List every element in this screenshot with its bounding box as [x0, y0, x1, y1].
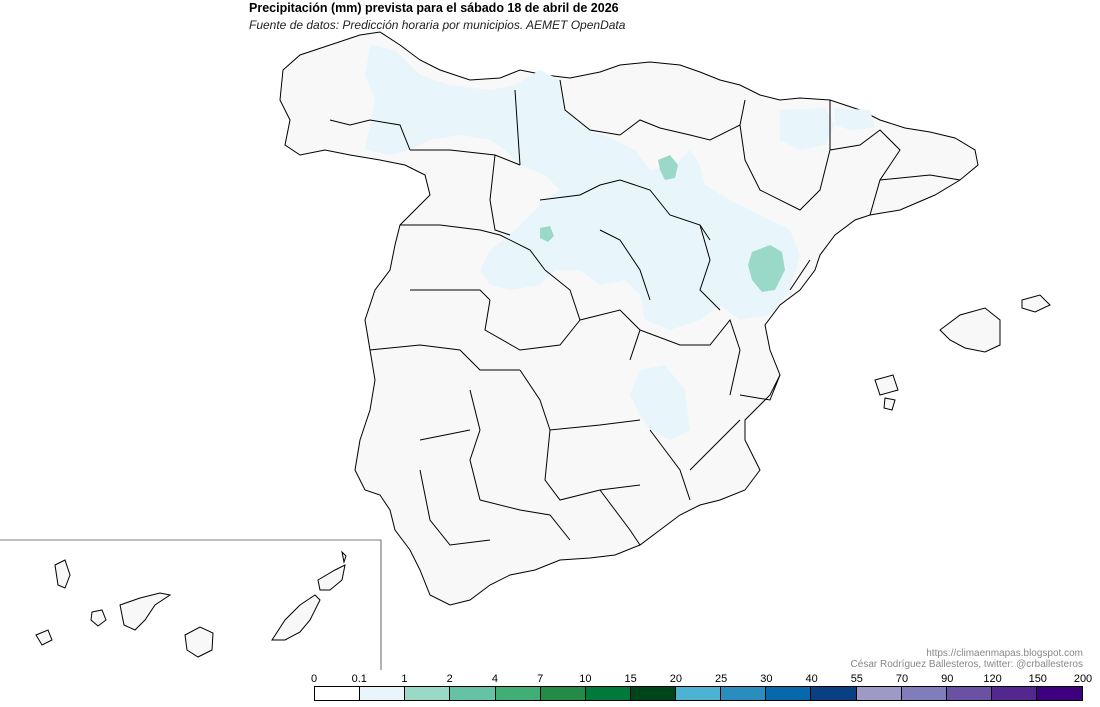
legend-swatches [314, 686, 1083, 701]
legend-tick-label: 4 [491, 673, 498, 685]
legend-tick-label: 10 [579, 673, 592, 685]
legend-tick-label: 40 [805, 673, 818, 685]
precipitation-legend: 0 0.1 1 2 4 7 10 15 20 25 30 40 55 70 90 120 150 200 [310, 673, 1092, 703]
legend-tick-label: 0 [310, 673, 318, 685]
canary-islands [35, 550, 347, 658]
legend-swatch [1037, 687, 1083, 700]
legend-tick-label: 150 [1028, 673, 1047, 685]
legend-swatch [630, 687, 676, 700]
legend-swatch [495, 687, 541, 700]
legend-swatch [676, 687, 722, 700]
legend-swatch [405, 687, 451, 700]
legend-swatch [811, 687, 857, 700]
legend-tick-label: 120 [983, 673, 1002, 685]
legend-tick-label: 25 [714, 673, 728, 685]
legend-tick-label: 7 [537, 673, 544, 685]
legend-swatch [901, 687, 947, 700]
legend-tick-label: 1 [401, 673, 408, 685]
map-subtitle: Fuente de datos: Predicción horaria por … [249, 18, 626, 32]
legend-swatch [585, 687, 631, 700]
legend-swatch [360, 687, 406, 700]
map-title: Precipitación (mm) prevista para el sába… [249, 1, 619, 15]
legend-swatch [315, 687, 361, 700]
legend-swatch [856, 687, 902, 700]
legend-swatch [721, 687, 767, 700]
legend-tick-label: 2 [446, 673, 453, 685]
legend-tick-label: 55 [850, 673, 863, 685]
credits-author: César Rodríguez Ballesteros, twitter: @c… [850, 659, 1083, 670]
moderate-rain-areas [540, 155, 785, 292]
legend-tick-label: 15 [624, 673, 637, 685]
credits: https://climaenmapas.blogspot.com César … [851, 648, 1083, 670]
legend-swatch [946, 687, 992, 700]
legend-swatch [766, 687, 812, 700]
legend-swatch [991, 687, 1037, 700]
spain-precipitation-map [0, 31, 1051, 670]
legend-tick-label: 70 [895, 673, 909, 685]
legend-tick-label: 200 [1073, 673, 1093, 685]
legend-tick-label: 30 [760, 673, 773, 685]
legend-swatch [450, 687, 496, 700]
canary-inset-frame [0, 539, 382, 670]
credits-url: https://climaenmapas.blogspot.com [926, 648, 1083, 659]
balearic-islands [874, 294, 1051, 411]
legend-tick-label: 90 [941, 673, 954, 685]
province-borders [329, 79, 961, 546]
legend-tick-label: 20 [669, 673, 682, 685]
legend-swatch [540, 687, 586, 700]
legend-tick-label: 0.1 [351, 673, 367, 685]
